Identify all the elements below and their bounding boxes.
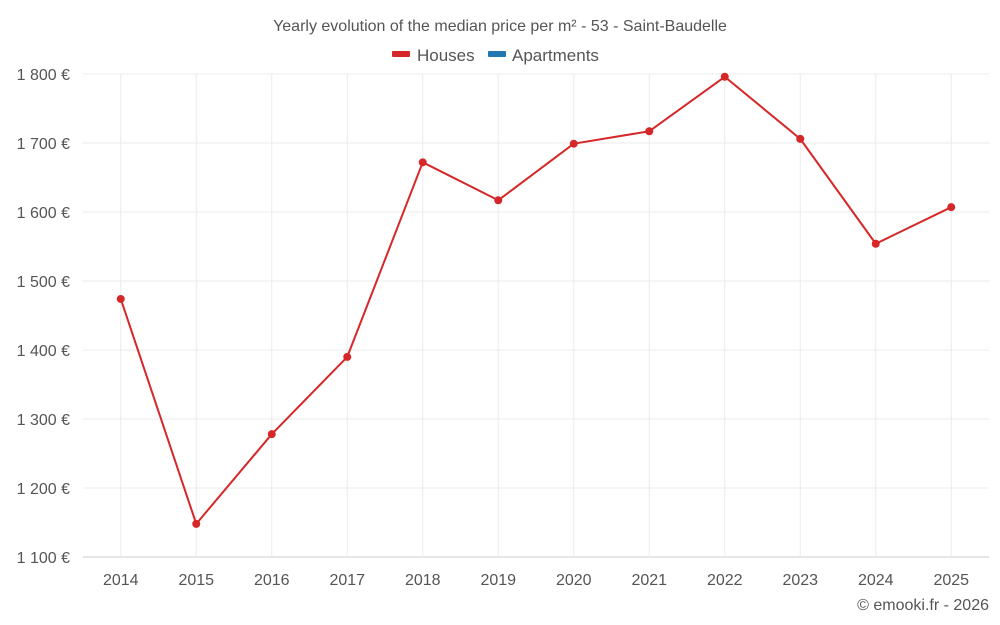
legend-label-apartments: Apartments xyxy=(512,46,599,65)
data-point-houses-2020[interactable] xyxy=(569,139,578,148)
series xyxy=(116,72,956,528)
data-point-houses-2023[interactable] xyxy=(796,134,805,143)
legend-item-apartments[interactable]: Apartments xyxy=(488,46,599,65)
data-point-houses-2018[interactable] xyxy=(418,158,427,167)
x-tick-label: 2023 xyxy=(782,572,818,589)
legend-swatch-houses xyxy=(392,51,410,57)
y-tick-label: 1 800 € xyxy=(17,67,70,84)
data-point-houses-2014[interactable] xyxy=(116,294,125,303)
y-tick-label: 1 600 € xyxy=(17,205,70,222)
y-tick-label: 1 200 € xyxy=(17,481,70,498)
x-tick-label: 2020 xyxy=(556,572,592,589)
data-point-houses-2016[interactable] xyxy=(267,430,276,439)
x-tick-label: 2016 xyxy=(254,572,290,589)
x-tick-label: 2024 xyxy=(858,572,894,589)
legend-label-houses: Houses xyxy=(417,46,475,65)
x-tick-label: 2017 xyxy=(329,572,365,589)
data-point-houses-2017[interactable] xyxy=(343,352,352,361)
data-point-houses-2024[interactable] xyxy=(871,239,880,248)
x-tick-label: 2015 xyxy=(178,572,214,589)
series-line-houses xyxy=(119,75,952,525)
data-point-houses-2015[interactable] xyxy=(192,519,201,528)
data-point-houses-2021[interactable] xyxy=(645,127,654,136)
y-tick-label: 1 300 € xyxy=(17,412,70,429)
data-point-houses-2019[interactable] xyxy=(494,196,503,205)
x-tick-label: 2014 xyxy=(103,572,139,589)
data-point-houses-2022[interactable] xyxy=(720,72,729,81)
chart-title: Yearly evolution of the median price per… xyxy=(273,18,727,35)
credit-text: © emooki.fr - 2026 xyxy=(857,597,989,614)
x-tick-label: 2022 xyxy=(707,572,743,589)
x-tick-label: 2019 xyxy=(480,572,516,589)
x-axis: 2014 2015 2016 2017 2018 2019 2020 2021 2022 2023… xyxy=(103,572,969,589)
legend: Houses Apartments xyxy=(392,46,599,65)
x-tick-label: 2018 xyxy=(405,572,441,589)
y-tick-label: 1 500 € xyxy=(17,274,70,291)
legend-swatch-apartments xyxy=(488,51,506,57)
grid xyxy=(83,73,989,558)
y-tick-label: 1 100 € xyxy=(17,550,70,567)
x-tick-label: 2021 xyxy=(631,572,667,589)
x-tick-label: 2025 xyxy=(933,572,969,589)
y-tick-label: 1 700 € xyxy=(17,136,70,153)
y-axis: 1 100 € 1 200 € 1 300 € 1 400 € 1 500 € 1 600… xyxy=(17,67,70,567)
y-tick-label: 1 400 € xyxy=(17,343,70,360)
legend-item-houses[interactable]: Houses xyxy=(392,46,475,65)
data-point-houses-2025[interactable] xyxy=(947,203,956,212)
